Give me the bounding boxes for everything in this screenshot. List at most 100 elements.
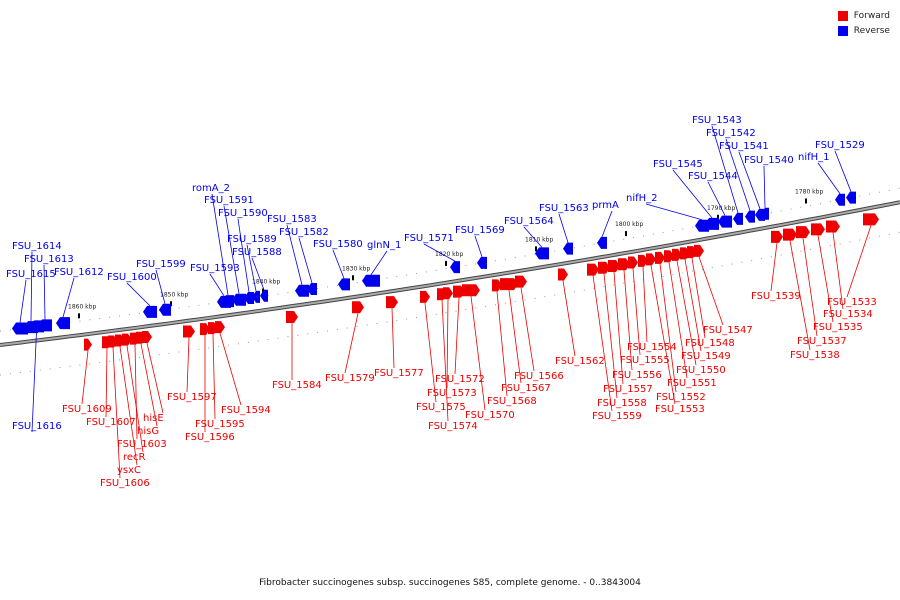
gene-leader-reverse: [370, 250, 388, 275]
gene-label-reverse: FSU_1588: [232, 247, 282, 258]
gene-leader-forward: [691, 258, 706, 339]
gene-arrow-forward: [443, 287, 453, 300]
gene-leader-reverse: [738, 151, 761, 209]
gene-label-reverse: FSU_1613: [24, 254, 74, 265]
gene-leader-forward: [119, 346, 138, 466]
gene-label-forward: FSU_1567: [501, 383, 551, 394]
gene-arrow-reverse: [695, 219, 709, 232]
gene-arrow-forward: [200, 323, 210, 336]
gene-leader-reverse: [523, 226, 543, 248]
gene-leader-forward: [623, 270, 633, 371]
gene-label-forward: FSU_1550: [676, 365, 726, 376]
gene-leader-forward: [126, 345, 144, 453]
gene-arrow-forward: [515, 275, 527, 288]
gene-label-reverse: FSU_1583: [267, 214, 317, 225]
gene-label-reverse: FSU_1580: [313, 239, 363, 250]
gene-arrow-reverse: [733, 212, 743, 225]
gene-leader-forward: [219, 332, 242, 406]
gene-leader-forward: [846, 225, 872, 298]
gene-label-reverse: prmA: [592, 200, 619, 211]
gene-label-reverse: FSU_1541: [719, 141, 769, 152]
gene-leader-reverse: [246, 244, 257, 291]
scale-tick: [78, 313, 80, 319]
gene-arrow-forward: [646, 253, 656, 266]
gene-label-reverse: FSU_1540: [744, 155, 794, 166]
gene-leader-forward: [613, 271, 624, 385]
gene-leader-reverse: [423, 243, 456, 262]
gene-leader-forward: [424, 302, 437, 403]
gene-leader-reverse: [211, 193, 229, 296]
gene-label-forward: FSU_1549: [681, 351, 731, 362]
gene-arrow-reverse: [761, 207, 769, 220]
gene-label-forward: FSU_1553: [655, 404, 705, 415]
gene-leader-forward: [592, 275, 613, 412]
gene-label-forward: hisE: [143, 413, 164, 424]
gene-arrow-forward: [84, 338, 92, 351]
gene-arrow-reverse: [563, 242, 573, 255]
gene-label-forward: FSU_1572: [435, 374, 485, 385]
gene-label-forward: ysxC: [117, 465, 141, 476]
gene-arrow-reverse: [307, 282, 317, 295]
gene-arrow-forward: [811, 223, 825, 236]
gene-leader-reverse: [711, 125, 739, 213]
gene-leader-reverse: [601, 210, 613, 238]
gene-label-forward: FSU_1597: [167, 392, 217, 403]
gene-arrow-forward: [462, 284, 480, 297]
gene-arrow-forward: [796, 226, 810, 239]
gene-leader-forward: [112, 347, 121, 479]
gene-leader-reverse: [707, 181, 726, 216]
gene-leader-forward: [632, 268, 641, 356]
gene-arrow-forward: [587, 263, 599, 276]
gene-arrow-reverse: [143, 305, 157, 318]
gene-label-forward: FSU_1574: [428, 421, 478, 432]
gene-arrow-reverse: [252, 290, 260, 303]
gene-label-forward: FSU_1568: [487, 396, 537, 407]
gene-arrow-reverse: [159, 303, 171, 316]
scale-label: 1830 kbp: [342, 265, 370, 272]
scale-label: 1850 kbp: [160, 291, 188, 298]
gene-label-forward: FSU_1594: [221, 405, 271, 416]
gene-label-forward: FSU_1579: [325, 373, 375, 384]
gene-label-reverse: FSU_1543: [692, 115, 742, 126]
gene-arrow-reverse: [244, 292, 254, 305]
gene-leader-forward: [344, 313, 359, 374]
gene-arrow-reverse: [222, 295, 234, 308]
gene-label-forward: FSU_1607: [86, 417, 136, 428]
gene-leader-reverse: [155, 269, 166, 304]
gene-label-forward: FSU_1552: [656, 392, 706, 403]
gene-leader-forward: [562, 280, 576, 357]
gene-label-reverse: FSU_1599: [136, 259, 186, 270]
gene-leader-forward: [789, 240, 811, 351]
gene-leader-forward: [81, 350, 89, 405]
gene-label-reverse: FSU_1614: [12, 241, 62, 252]
gene-label-reverse: FSU_1615: [6, 269, 56, 280]
gene-label-forward: FSU_1535: [813, 322, 863, 333]
scale-tick: [805, 198, 807, 204]
gene-leader-forward: [832, 232, 844, 310]
gene-leader-forward: [454, 297, 460, 375]
gene-arrow-reverse: [12, 322, 28, 335]
gene-leader-forward: [105, 348, 108, 418]
gene-label-reverse: glnN_1: [367, 240, 401, 251]
gene-label-reverse: FSU_1593: [190, 263, 240, 274]
legend-swatch-reverse: [837, 25, 848, 36]
legend-label-reverse: Reverse: [853, 25, 890, 36]
gene-leader-reverse: [126, 282, 151, 307]
gene-label-forward: FSU_1556: [612, 370, 662, 381]
gene-label-reverse: romA_2: [192, 183, 230, 194]
gene-leader-reverse: [725, 138, 751, 211]
gene-arrow-forward: [783, 228, 797, 241]
legend-label-forward: Forward: [853, 10, 890, 21]
gene-leader-forward: [668, 262, 688, 379]
gene-label-forward: hisG: [137, 426, 159, 437]
gene-leader-forward: [770, 242, 778, 292]
gene-leader-forward: [212, 334, 216, 420]
gene-leader-forward: [684, 259, 702, 352]
gene-arrow-reverse: [745, 210, 755, 223]
gene-arrow-forward: [558, 268, 568, 281]
gene-label-forward: FSU_1537: [797, 336, 847, 347]
gene-leader-reverse: [834, 150, 852, 192]
gene-leader-forward: [802, 238, 818, 337]
gene-leader-forward: [140, 343, 158, 427]
